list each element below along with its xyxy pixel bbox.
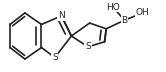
Text: S: S [85, 42, 91, 51]
Text: S: S [52, 53, 58, 62]
Text: HO: HO [106, 3, 120, 12]
Text: B: B [122, 16, 127, 25]
Text: OH: OH [136, 8, 150, 17]
Text: N: N [58, 11, 65, 20]
